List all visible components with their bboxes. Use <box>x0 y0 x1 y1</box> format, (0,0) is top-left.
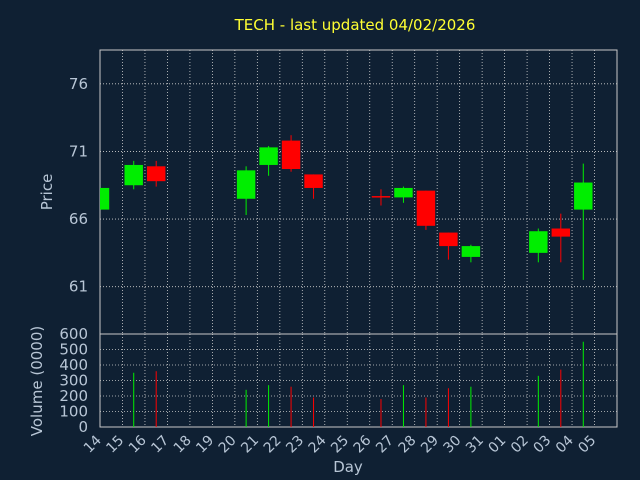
candle-body <box>394 187 413 198</box>
x-tick-label: 29 <box>418 433 442 457</box>
candle-body <box>146 166 166 182</box>
x-tick-label: 21 <box>238 433 262 457</box>
x-tick-label: 15 <box>103 433 127 457</box>
candle-body <box>124 164 143 186</box>
x-tick-label: 18 <box>171 433 195 457</box>
candle-body <box>304 174 323 188</box>
x-tick-label: 05 <box>575 433 599 457</box>
price-tick-label: 71 <box>69 142 88 160</box>
price-plot-frame <box>99 49 618 335</box>
x-axis-label: Day <box>333 458 363 476</box>
volume-axis-label: Volume (0000) <box>28 326 46 436</box>
candle-body <box>236 170 256 199</box>
chart-title: TECH - last updated 04/02/2026 <box>234 16 476 34</box>
volume-tick-label: 0 <box>78 418 88 436</box>
x-tick-label: 30 <box>441 433 465 457</box>
volume-tick-label: 600 <box>59 325 88 343</box>
candle-body <box>551 228 571 237</box>
x-tick-label: 04 <box>553 432 577 456</box>
candle-body <box>259 147 278 165</box>
volume-tick-label: 100 <box>59 403 88 421</box>
x-tick-label: 25 <box>328 433 352 457</box>
price-tick-label: 66 <box>69 210 88 228</box>
candle-body <box>529 231 548 253</box>
candle-body <box>574 182 593 210</box>
x-tick-label: 26 <box>351 432 375 456</box>
volume-tick-label: 500 <box>59 341 88 359</box>
volume-tick-label: 200 <box>59 387 88 405</box>
x-axis: 1415161718192021222324252627282930310102… <box>81 432 599 456</box>
x-tick-label: 16 <box>126 432 150 456</box>
price-panel: 61 66 71 76 <box>69 49 618 335</box>
x-tick-label: 24 <box>306 432 330 456</box>
x-tick-label: 23 <box>283 433 307 457</box>
candle-body <box>416 190 436 226</box>
candle-body <box>100 187 110 210</box>
x-tick-label: 17 <box>148 433 172 457</box>
x-tick-label: 27 <box>373 433 397 457</box>
volume-tick-label: 300 <box>59 372 88 390</box>
volume-tick-label: 400 <box>59 356 88 374</box>
x-tick-label: 02 <box>508 433 532 457</box>
x-tick-label: 20 <box>216 433 240 457</box>
candle-body <box>281 140 301 170</box>
price-axis-label: Price <box>38 174 56 211</box>
price-tick-label: 61 <box>69 278 88 296</box>
x-tick-label: 14 <box>81 432 105 456</box>
x-tick-label: 01 <box>486 433 510 457</box>
candle-body <box>371 196 391 198</box>
x-tick-label: 19 <box>193 433 217 457</box>
x-tick-label: 28 <box>396 433 420 457</box>
x-tick-label: 03 <box>530 433 554 457</box>
x-tick-label: 22 <box>261 433 285 457</box>
x-tick-label: 31 <box>463 433 487 457</box>
candle-body <box>461 246 481 257</box>
price-tick-label: 76 <box>69 75 88 93</box>
candle-body <box>439 232 458 247</box>
